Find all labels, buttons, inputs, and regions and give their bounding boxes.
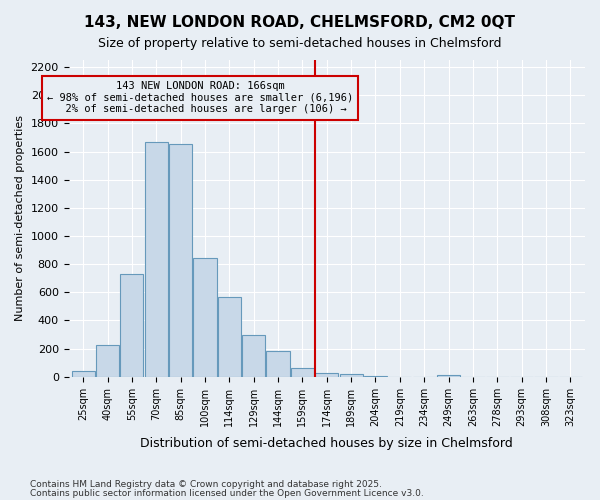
Bar bbox=[291, 368, 314, 377]
Text: 143, NEW LONDON ROAD, CHELMSFORD, CM2 0QT: 143, NEW LONDON ROAD, CHELMSFORD, CM2 0Q… bbox=[85, 15, 515, 30]
Bar bbox=[437, 376, 460, 377]
Bar bbox=[169, 144, 192, 377]
Bar bbox=[96, 345, 119, 377]
Text: Contains public sector information licensed under the Open Government Licence v3: Contains public sector information licen… bbox=[30, 488, 424, 498]
Text: Contains HM Land Registry data © Crown copyright and database right 2025.: Contains HM Land Registry data © Crown c… bbox=[30, 480, 382, 489]
Text: Size of property relative to semi-detached houses in Chelmsford: Size of property relative to semi-detach… bbox=[98, 38, 502, 51]
Bar bbox=[193, 258, 217, 377]
Bar bbox=[145, 142, 168, 377]
Text: 143 NEW LONDON ROAD: 166sqm
← 98% of semi-detached houses are smaller (6,196)
  : 143 NEW LONDON ROAD: 166sqm ← 98% of sem… bbox=[47, 81, 353, 114]
Bar bbox=[266, 350, 290, 377]
Bar bbox=[120, 274, 143, 377]
Bar bbox=[71, 371, 95, 377]
Bar bbox=[364, 376, 387, 377]
X-axis label: Distribution of semi-detached houses by size in Chelmsford: Distribution of semi-detached houses by … bbox=[140, 437, 513, 450]
Bar bbox=[315, 372, 338, 377]
Bar bbox=[242, 334, 265, 377]
Bar bbox=[340, 374, 362, 377]
Y-axis label: Number of semi-detached properties: Number of semi-detached properties bbox=[15, 116, 25, 322]
Bar bbox=[218, 297, 241, 377]
